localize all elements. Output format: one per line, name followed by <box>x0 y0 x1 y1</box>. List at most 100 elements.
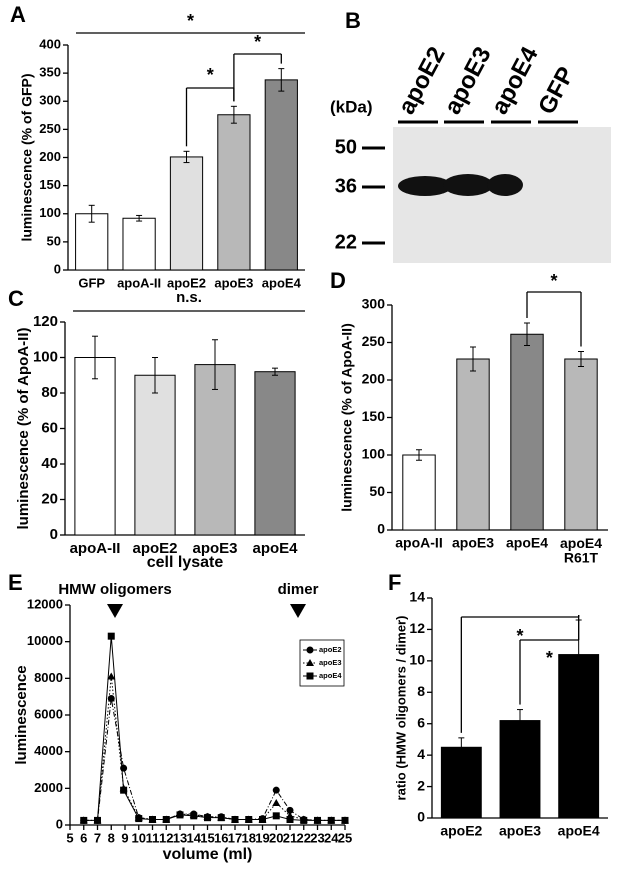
error-bar <box>136 214 143 222</box>
x-tick-label: 8 <box>108 830 115 845</box>
marker <box>272 786 280 794</box>
error-bar <box>470 346 476 372</box>
blot-marker: 22 <box>335 231 357 253</box>
marker <box>245 816 253 823</box>
y-axis-label: luminescence <box>13 665 30 764</box>
y-tick-label: 80 <box>41 384 58 401</box>
bar <box>564 358 598 531</box>
error-bar <box>152 357 158 394</box>
bar <box>217 114 251 271</box>
y-tick-label: 0 <box>54 261 61 276</box>
marker <box>286 806 294 814</box>
x-tick-label: 9 <box>121 830 128 845</box>
marker <box>176 811 184 819</box>
bar <box>122 217 156 271</box>
panel-label: E <box>8 570 23 595</box>
bar <box>194 364 236 536</box>
blot-band <box>487 174 523 196</box>
x-tick-label: apoE3 <box>499 823 541 839</box>
bar <box>456 358 490 531</box>
y-tick-label: 100 <box>362 446 386 462</box>
error-bar <box>578 351 584 367</box>
y-tick-label: 12 <box>409 620 425 636</box>
peak-arrow <box>290 604 306 618</box>
y-tick-label: 250 <box>362 333 386 349</box>
x-tick-label: 11 <box>146 830 160 845</box>
x-tick-label: apoE3 <box>214 275 253 290</box>
x-tick-label: apoE4 <box>558 823 600 839</box>
marker <box>300 816 308 824</box>
y-tick-label: 14 <box>409 589 425 605</box>
x-tick-label: 10 <box>132 830 146 845</box>
peak-arrow <box>107 604 123 618</box>
bar <box>254 371 296 536</box>
x-tick-label: GFP <box>78 275 105 290</box>
marker <box>190 812 198 820</box>
x-tick-label: apoE4 <box>506 535 548 551</box>
x-tick-label: apoA-II <box>117 275 161 290</box>
marker <box>259 816 266 823</box>
blot-marker: 36 <box>335 175 357 197</box>
significance-bracket <box>526 291 582 347</box>
y-tick-label: 40 <box>41 455 58 472</box>
y-axis-label: ratio (HMW oligomers / dimer) <box>393 616 408 801</box>
y-tick-label: 8 <box>417 683 425 699</box>
marker <box>272 812 280 820</box>
y-tick-label: 200 <box>39 149 61 164</box>
panel-label: B <box>345 8 361 33</box>
y-tick-label: 10 <box>409 652 425 668</box>
panel-label: D <box>330 268 346 293</box>
x-tick-label: 24 <box>324 830 339 845</box>
marker <box>80 816 88 824</box>
x-tick-label: 18 <box>242 830 256 845</box>
y-tick-label: 350 <box>39 65 61 80</box>
blot-band <box>398 176 452 196</box>
marker <box>231 816 239 823</box>
y-tick-label: 6000 <box>34 706 63 721</box>
marker <box>286 816 294 823</box>
x-tick-label: apoE3 <box>192 540 237 557</box>
marker <box>341 816 349 824</box>
y-tick-label: 200 <box>362 371 386 387</box>
x-tick-label: 21 <box>283 830 297 845</box>
error-bar <box>230 105 237 124</box>
bar <box>264 79 298 271</box>
x-tick-label: 25 <box>338 830 352 845</box>
marker <box>107 672 116 680</box>
bar <box>499 720 541 819</box>
x-axis-label: volume (ml) <box>163 846 253 863</box>
x-tick-label: 13 <box>173 830 187 845</box>
y-tick-label: 12000 <box>27 596 63 611</box>
x-tick-label: apoE4 R61T <box>560 535 602 566</box>
x-tick-label: 22 <box>297 830 311 845</box>
bar <box>440 746 482 819</box>
significance-label: * <box>550 271 557 291</box>
y-tick-label: 4 <box>417 746 425 762</box>
significance-bracket <box>519 615 580 705</box>
bar <box>510 333 544 531</box>
panel-label: F <box>388 570 401 595</box>
x-tick-label: apoE2 <box>167 275 206 290</box>
y-tick-label: 100 <box>33 348 58 365</box>
legend-label: apoE3 <box>319 658 342 667</box>
y-tick-label: 0 <box>377 521 385 537</box>
y-tick-label: 50 <box>369 483 385 499</box>
x-tick-label: 7 <box>94 830 101 845</box>
blot-unit: (kDa) <box>330 97 373 116</box>
significance-label: * <box>207 65 214 85</box>
bar <box>169 156 204 271</box>
x-tick-label: 19 <box>255 830 269 845</box>
significance-label: * <box>254 32 261 52</box>
marker <box>149 816 156 823</box>
y-tick-label: 0 <box>50 526 58 543</box>
marker <box>107 632 115 640</box>
error-bar <box>517 709 523 733</box>
blot-marker: 50 <box>335 136 357 158</box>
y-tick-label: 300 <box>39 93 61 108</box>
y-tick-label: 150 <box>39 177 61 192</box>
error-bar <box>183 150 190 164</box>
y-tick-label: 120 <box>33 313 58 330</box>
x-tick-label: apoA-II <box>395 535 442 551</box>
y-tick-label: 2000 <box>34 780 63 795</box>
